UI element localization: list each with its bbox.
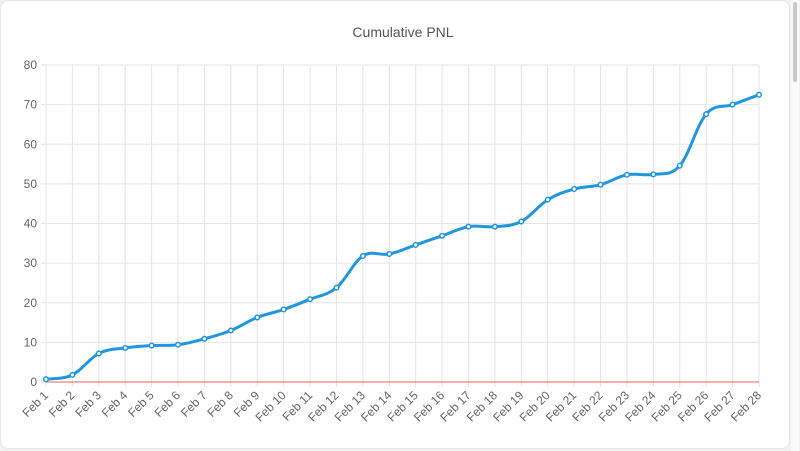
- y-tick-label: 60: [24, 137, 38, 151]
- x-tick-label: Feb 5: [125, 388, 157, 420]
- y-tick-label: 10: [24, 335, 38, 349]
- x-tick-label: Feb 7: [178, 388, 210, 420]
- series-line: [45, 93, 760, 381]
- data-point: [439, 232, 446, 239]
- y-tick-label: 40: [24, 217, 38, 231]
- data-point: [571, 185, 578, 193]
- chart-title: Cumulative PNL: [352, 24, 453, 40]
- data-point: [676, 162, 683, 169]
- data-point: [227, 327, 234, 334]
- data-point: [254, 314, 261, 321]
- data-point: [122, 344, 129, 351]
- data-point: [544, 196, 551, 203]
- data-point: [518, 218, 525, 225]
- data-point: [729, 101, 736, 108]
- y-tick-label: 70: [24, 98, 38, 112]
- data-point: [491, 223, 498, 230]
- data-point: [333, 284, 340, 291]
- y-tick-label: 30: [24, 256, 38, 270]
- y-tick-label: 50: [24, 177, 38, 191]
- data-point: [95, 350, 102, 357]
- data-point: [465, 223, 472, 230]
- data-point: [201, 335, 208, 342]
- data-point: [755, 91, 763, 98]
- y-tick-label: 0: [30, 375, 37, 389]
- data-point: [703, 111, 710, 118]
- y-tick-label: 20: [24, 296, 38, 310]
- y-tick-label: 80: [24, 58, 38, 72]
- x-tick-label: Feb 3: [72, 388, 104, 420]
- x-tick-label: Feb 6: [152, 388, 184, 420]
- data-point: [412, 241, 419, 248]
- data-point: [359, 252, 366, 260]
- data-point: [650, 171, 657, 178]
- data-point: [307, 296, 314, 303]
- x-tick-label: Feb 4: [99, 388, 131, 420]
- data-point: [42, 376, 50, 383]
- data-point: [623, 171, 631, 178]
- data-point: [69, 371, 76, 378]
- data-point: [280, 306, 287, 313]
- x-tick-label: Feb 8: [204, 388, 236, 420]
- scrollbar-thumb[interactable]: [793, 2, 797, 82]
- x-tick-label: Feb 2: [46, 388, 78, 420]
- x-tick-label: Feb 28: [728, 388, 765, 425]
- data-point: [597, 181, 604, 188]
- scrollbar[interactable]: [791, 0, 799, 451]
- data-point: [386, 250, 393, 258]
- x-tick-label: Feb 1: [20, 388, 52, 420]
- data-point: [148, 342, 155, 349]
- data-point: [174, 341, 182, 348]
